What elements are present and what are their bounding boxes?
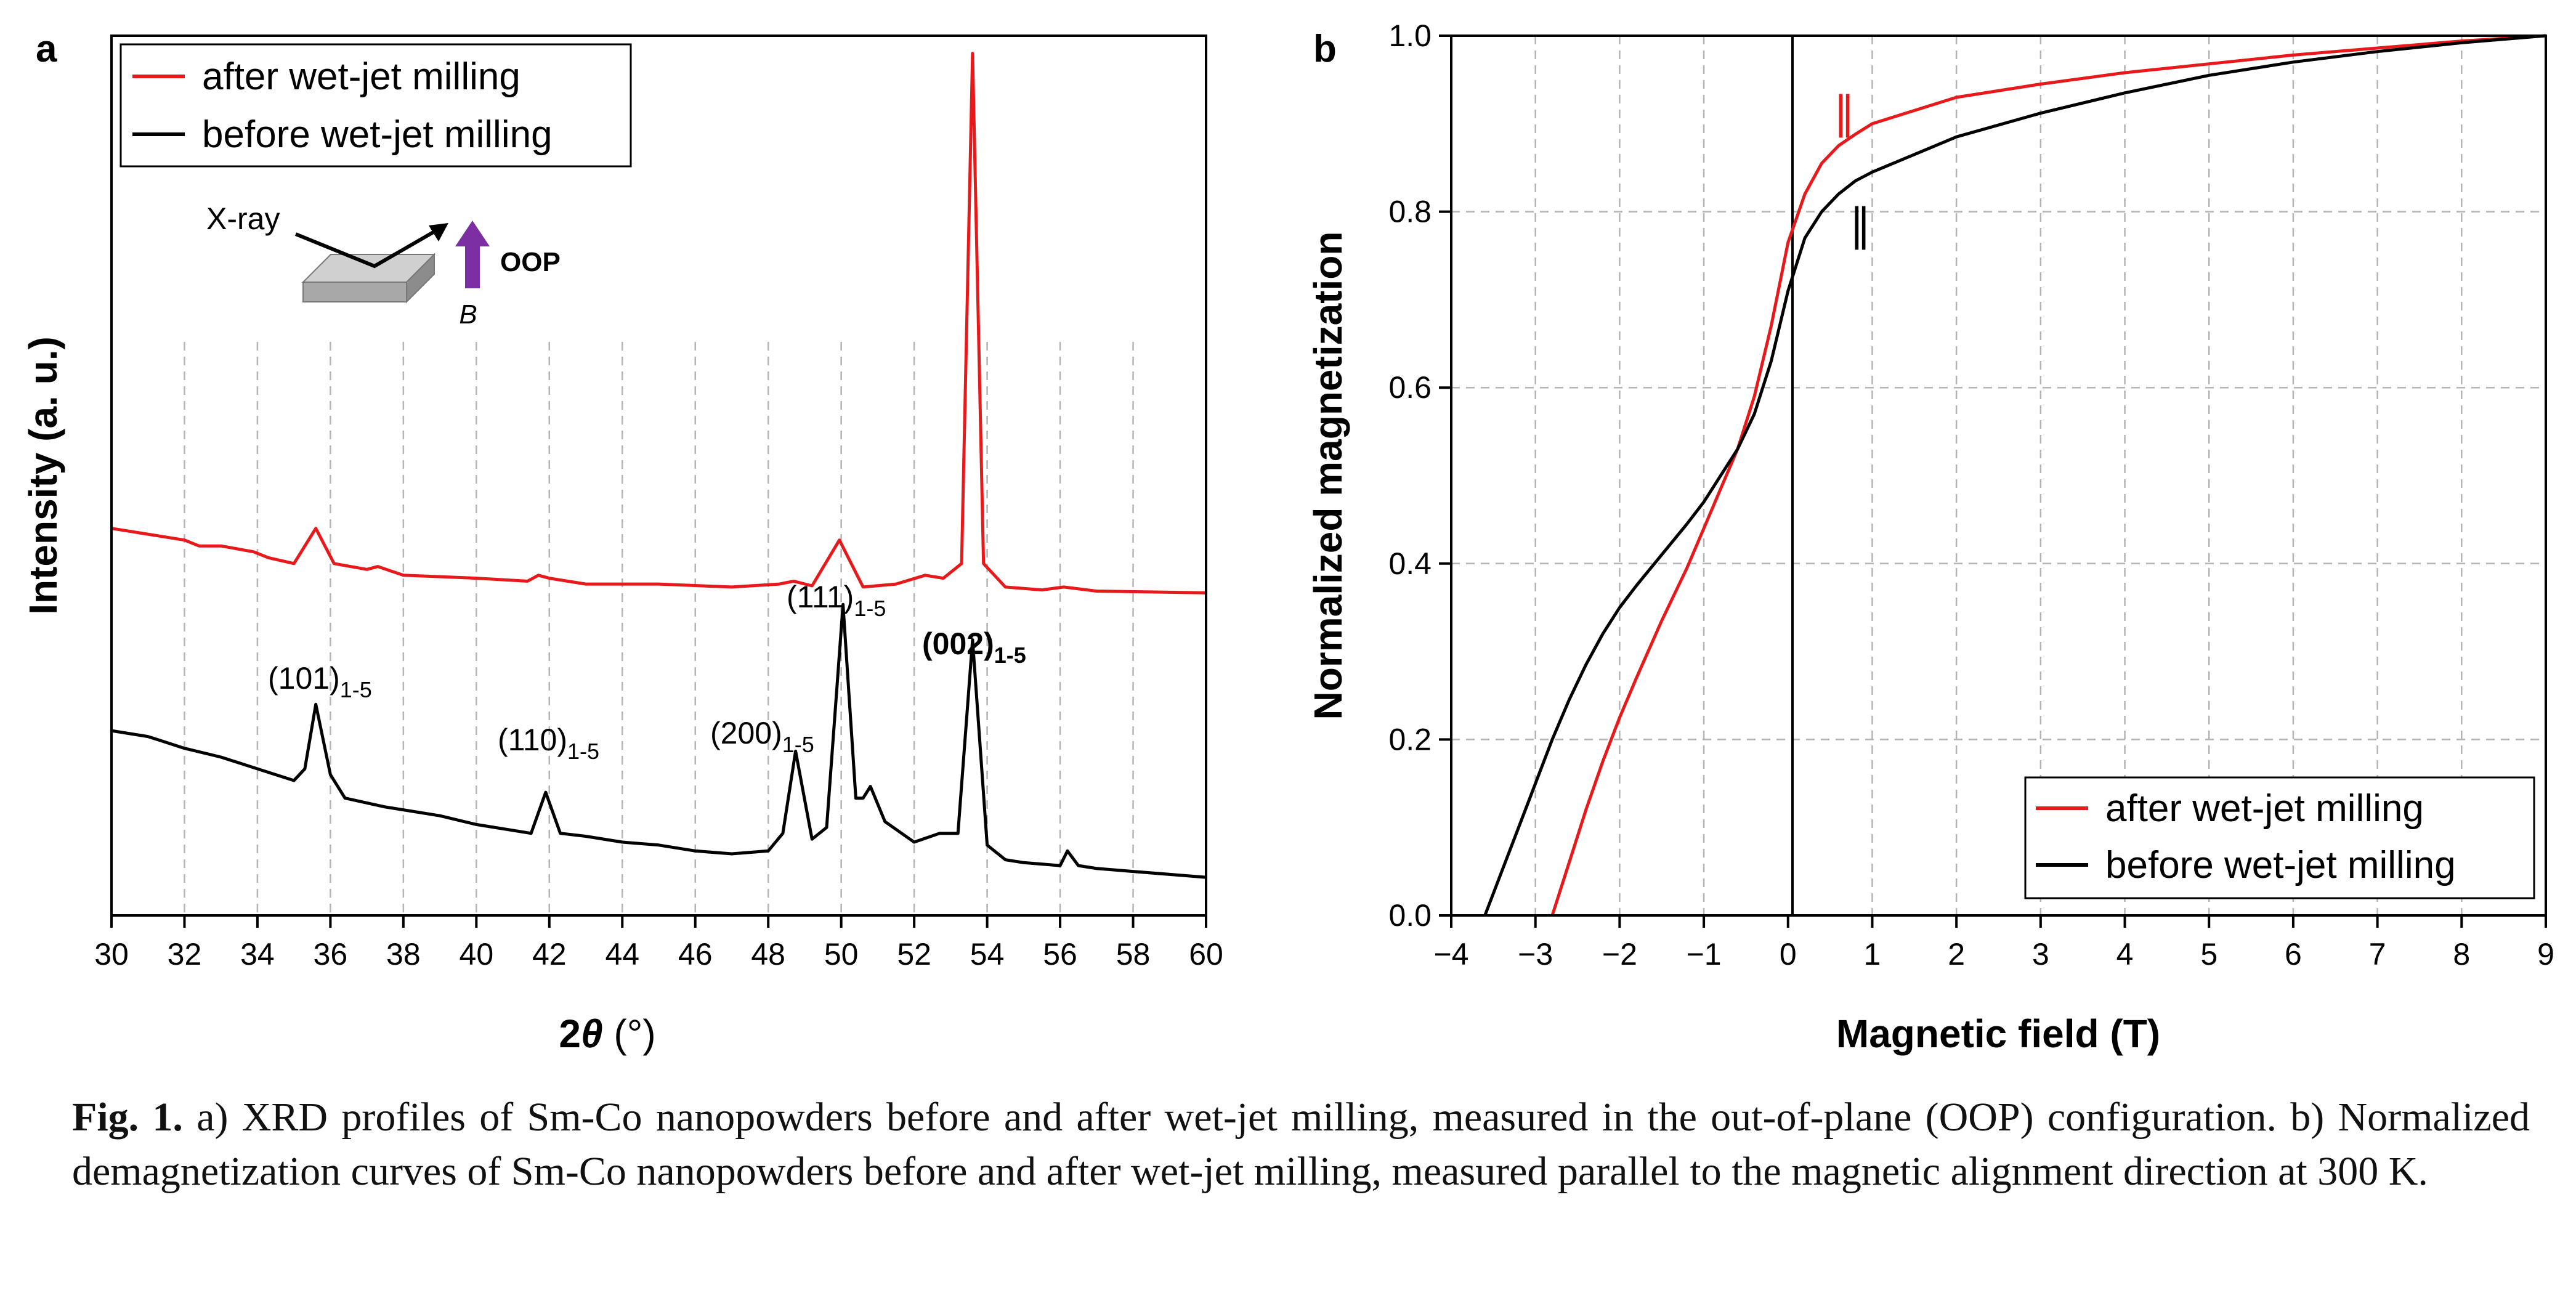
sample-plate-side	[406, 253, 435, 304]
peak-label-110: (110)1-5	[498, 723, 599, 764]
series-line-after	[1550, 34, 2546, 916]
caption-text: a) XRD profiles of Sm-Co nanopowders bef…	[72, 1095, 2530, 1194]
series-line-after	[111, 52, 1207, 594]
peak-label-002: (002)1-5	[922, 627, 1026, 668]
x-tick-label: 52	[897, 937, 931, 971]
parallel-mark-before: ∥	[1849, 201, 1871, 250]
x-tick-label: 9	[2537, 937, 2554, 971]
x-tick-label: 42	[532, 937, 567, 971]
x-tick-label: 46	[678, 937, 713, 971]
panel-b-y-axis-label: Normalized magnetization	[1306, 232, 1350, 720]
x-tick-label: 50	[824, 937, 859, 971]
peak-label-101: (101)1-5	[268, 661, 372, 702]
panel-a-grid	[184, 342, 1134, 915]
x-tick-label: 4	[2116, 937, 2134, 971]
inset-oop-label: OOP	[500, 247, 561, 277]
xray-arrowhead-icon	[429, 223, 448, 241]
caption-fig-label: Fig. 1.	[72, 1095, 183, 1140]
y-tick-label: 1.0	[1388, 18, 1432, 53]
panel-a-legend: after wet-jet milling before wet-jet mil…	[119, 43, 632, 168]
x-tick-label: −3	[1518, 937, 1553, 971]
panel-b-label: b	[1313, 28, 1337, 70]
x-tick-label: 58	[1116, 937, 1151, 971]
x-tick-label: 38	[386, 937, 421, 971]
x-tick-label: −1	[1687, 937, 1722, 971]
panel-a-x-ticks: 30 32 34 36 38 40 42 44 46 48 50 52 54 56 58 60	[94, 915, 1223, 971]
panel-b-legend-after: after wet-jet milling	[2105, 787, 2424, 830]
panel-b-x-axis-label: Magnetic field (T)	[1836, 1012, 2160, 1056]
y-tick-label: 0.4	[1388, 546, 1432, 581]
figure-canvas: a 30 32 34 36 38 40 42 44 46 48 50 52 54 56 58 60 2θ (°…	[21, 18, 2554, 1056]
field-arrow-head-icon	[455, 221, 490, 246]
peak-label-200: (200)1-5	[710, 716, 814, 757]
y-tick-label: 0.2	[1388, 722, 1432, 756]
x-tick-label: 36	[314, 937, 348, 971]
x-tick-label: 54	[970, 937, 1005, 971]
parallel-mark-after: ∥	[1833, 89, 1855, 138]
series-line-before	[1483, 34, 2546, 916]
peak-label-111: (111)1-5	[787, 580, 886, 621]
panel-b-frame	[1450, 34, 2547, 917]
inset-b-label: B	[459, 299, 477, 330]
panel-a-label: a	[36, 28, 57, 70]
x-tick-label: 2	[1948, 937, 1965, 971]
series-line-before	[111, 602, 1207, 879]
x-tick-label: 7	[2369, 937, 2386, 971]
panel-a-legend-box	[119, 43, 632, 168]
x-tick-label: 56	[1043, 937, 1077, 971]
panel-b-legend-before: before wet-jet milling	[2105, 844, 2456, 886]
y-tick-label: 0.0	[1388, 898, 1432, 933]
x-tick-label: 32	[168, 937, 202, 971]
inset-xray-label: X-ray	[206, 201, 280, 236]
sample-plate-front	[302, 282, 407, 302]
x-tick-label: 44	[605, 937, 639, 971]
panel-a-y-axis-label: Intensity (a. u.)	[21, 336, 65, 615]
y-tick-label: 0.8	[1388, 195, 1432, 229]
x-tick-label: 0	[1780, 937, 1797, 971]
x-tick-label: 34	[240, 937, 275, 971]
panel-b-legend-box	[2024, 776, 2535, 899]
figure-caption: Fig. 1. a) XRD profiles of Sm-Co nanopow…	[72, 1090, 2530, 1199]
panel-b-curves	[1483, 34, 2546, 916]
x-tick-label: 1	[1864, 937, 1881, 971]
panel-b-legend: after wet-jet milling before wet-jet mil…	[2024, 776, 2535, 899]
panel-a-frame	[110, 34, 1207, 917]
panel-a: a 30 32 34 36 38 40 42 44 46 48 50 52 54 56 58 60 2θ (°…	[21, 28, 1223, 1056]
panel-b: b −4 −3 −2 −1 0 1 2 3 4 5 6 7 8 9 0.0 0.2 0.4 0.6 0.8 1.0 M…	[1306, 18, 2554, 1056]
xray-path-icon	[294, 227, 440, 269]
panel-a-x-axis-label: 2θ (°)	[559, 1012, 655, 1056]
field-arrow-shaft-icon	[465, 245, 480, 288]
x-tick-label: 30	[94, 937, 129, 971]
x-tick-label: 5	[2200, 937, 2218, 971]
x-tick-label: 48	[751, 937, 785, 971]
panel-a-peak-labels: (101)1-5 (110)1-5 (200)1-5 (111)1-5 (002…	[268, 580, 1026, 764]
panel-b-ticks: −4 −3 −2 −1 0 1 2 3 4 5 6 7 8 9 0.0 0.2 0.4 0.6 0.8 1.0	[1388, 18, 2554, 971]
panel-a-inset-schematic: X-ray OOP B	[206, 201, 561, 330]
x-tick-label: 6	[2285, 937, 2302, 971]
panel-a-legend-before: before wet-jet milling	[202, 113, 553, 156]
x-tick-label: −4	[1433, 937, 1468, 971]
x-tick-label: 8	[2453, 937, 2470, 971]
x-tick-label: 40	[460, 937, 494, 971]
x-tick-label: 60	[1189, 937, 1223, 971]
y-tick-label: 0.6	[1388, 370, 1432, 405]
x-tick-label: −2	[1602, 937, 1637, 971]
x-tick-label: 3	[2032, 937, 2049, 971]
panel-a-legend-after: after wet-jet milling	[202, 55, 520, 98]
panel-b-grid	[1451, 36, 2546, 915]
panel-a-curves	[111, 52, 1207, 879]
